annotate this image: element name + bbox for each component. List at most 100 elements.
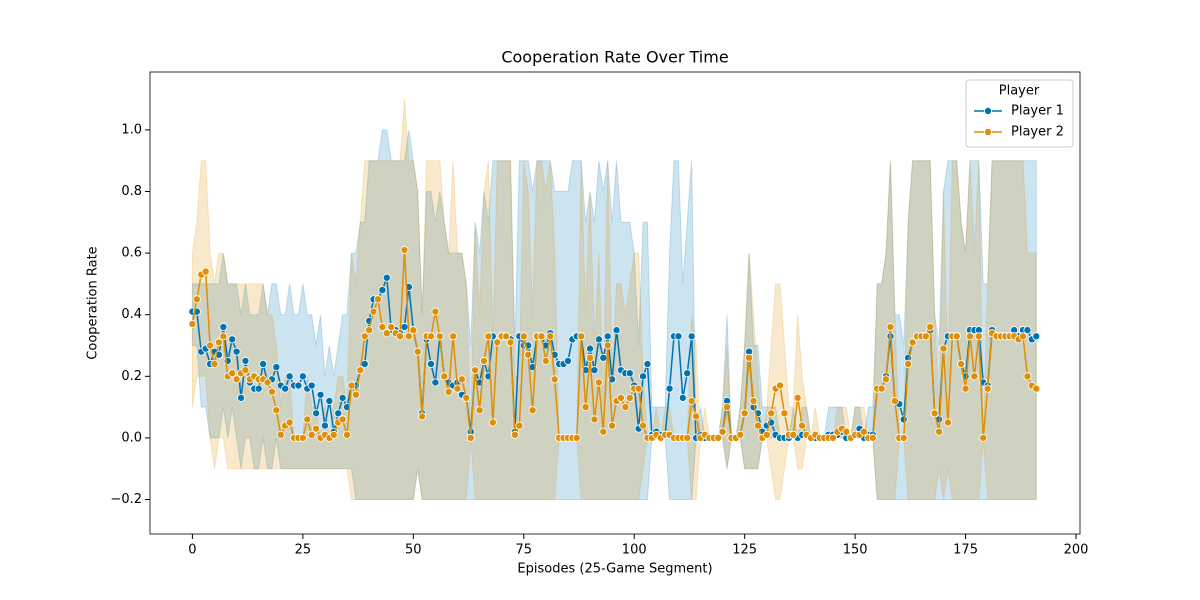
data-point: [418, 412, 427, 421]
data-point: [334, 409, 343, 418]
data-point: [1032, 332, 1041, 341]
data-point: [303, 415, 312, 424]
legend-label: Player 2: [1011, 125, 1064, 140]
data-point: [1019, 332, 1028, 341]
data-point: [692, 412, 701, 421]
data-point: [1023, 326, 1032, 335]
data-point: [563, 356, 572, 365]
data-point: [307, 430, 316, 439]
data-point: [237, 393, 246, 402]
data-point: [674, 332, 683, 341]
data-point: [921, 332, 930, 341]
data-point: [378, 286, 387, 295]
data-point: [603, 341, 612, 350]
legend-marker: [984, 127, 993, 136]
data-point: [263, 378, 272, 387]
data-point: [908, 338, 917, 347]
data-point: [524, 350, 533, 359]
data-point: [382, 329, 391, 338]
data-point: [435, 332, 444, 341]
data-point: [396, 332, 405, 341]
data-point: [506, 338, 515, 347]
data-point: [683, 433, 692, 442]
data-point: [599, 353, 608, 362]
data-point: [687, 396, 696, 405]
data-point: [722, 403, 731, 412]
data-point: [590, 366, 599, 375]
data-point: [515, 421, 524, 430]
data-point: [793, 393, 802, 402]
data-point: [431, 378, 440, 387]
x-tick-label: 125: [732, 543, 757, 558]
y-tick-label: 0.6: [121, 246, 142, 261]
data-point: [219, 332, 228, 341]
data-point: [639, 372, 648, 381]
data-point: [254, 384, 263, 393]
data-point: [957, 359, 966, 368]
data-point: [219, 323, 228, 332]
data-point: [360, 359, 369, 368]
data-point: [882, 375, 891, 384]
x-tick-label: 175: [953, 543, 978, 558]
data-point: [214, 338, 223, 347]
data-point: [599, 427, 608, 436]
y-axis-label: Cooperation Rate: [86, 246, 101, 359]
data-point: [612, 326, 621, 335]
data-point: [943, 418, 952, 427]
plot-frame: [149, 71, 1081, 535]
data-point: [298, 372, 307, 381]
data-point: [899, 415, 908, 424]
data-point: [789, 430, 798, 439]
x-axis-label: Episodes (25-Game Segment): [517, 562, 712, 577]
data-point: [594, 335, 603, 344]
data-point: [572, 433, 581, 442]
data-point: [444, 387, 453, 396]
data-point: [378, 323, 387, 332]
data-point: [298, 433, 307, 442]
data-point: [952, 332, 961, 341]
data-point: [228, 369, 237, 378]
data-point: [935, 427, 944, 436]
data-point: [621, 403, 630, 412]
data-point: [325, 396, 334, 405]
data-point: [228, 335, 237, 344]
data-point: [480, 356, 489, 365]
legend-label: Player 1: [1011, 104, 1064, 119]
data-point: [241, 366, 250, 375]
data-point: [550, 375, 559, 384]
data-point: [798, 421, 807, 430]
data-point: [745, 353, 754, 362]
data-point: [616, 393, 625, 402]
data-point: [829, 433, 838, 442]
data-point: [281, 384, 290, 393]
data-point: [1023, 372, 1032, 381]
data-point: [983, 384, 992, 393]
data-point: [188, 319, 197, 328]
data-point: [678, 393, 687, 402]
data-point: [961, 384, 970, 393]
data-point: [546, 332, 555, 341]
data-point: [581, 403, 590, 412]
data-point: [276, 430, 285, 439]
data-point: [634, 384, 643, 393]
data-point: [360, 332, 369, 341]
confidence-band: [191, 129, 1037, 501]
data-point: [625, 369, 634, 378]
data-point: [440, 372, 449, 381]
data-point: [413, 347, 422, 356]
data-point: [356, 366, 365, 375]
data-point: [970, 372, 979, 381]
data-point: [400, 246, 409, 255]
data-point: [294, 381, 303, 390]
data-point: [404, 332, 413, 341]
y-tick-label: 0.8: [121, 184, 142, 199]
data-point: [639, 421, 648, 430]
data-point: [608, 421, 617, 430]
data-point: [210, 359, 219, 368]
data-point: [471, 366, 480, 375]
data-point: [312, 409, 321, 418]
data-point: [232, 347, 241, 356]
data-point: [625, 393, 634, 402]
data-point: [528, 406, 537, 415]
